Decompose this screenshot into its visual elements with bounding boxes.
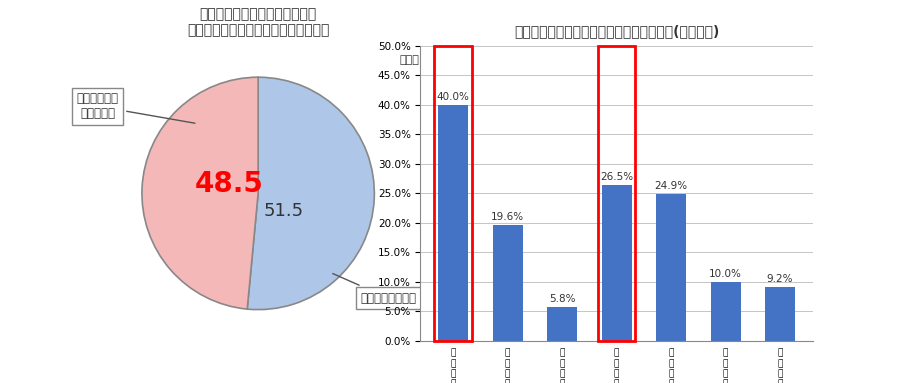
Text: 保育士職種を
希望しない: 保育士職種を 希望しない [77, 92, 195, 123]
Title: 【保育資格保有求職者における
　保育士職種の就業を希望する割合】: 【保育資格保有求職者における 保育士職種の就業を希望する割合】 [187, 7, 329, 37]
Bar [547, 307, 576, 341]
Bar [764, 286, 794, 341]
Bar [656, 194, 686, 341]
Bar [437, 105, 467, 341]
Text: 9.2%: 9.2% [766, 274, 792, 284]
Bar [492, 225, 522, 341]
Bar [601, 185, 630, 341]
Wedge shape [247, 77, 374, 309]
Bar [434, 46, 472, 341]
Bar [710, 282, 740, 341]
Wedge shape [142, 77, 258, 309]
Text: （％）: （％） [399, 55, 419, 65]
Text: 10.0%: 10.0% [708, 269, 741, 279]
Bar [597, 46, 635, 341]
Text: 24.9%: 24.9% [654, 181, 686, 191]
Text: 40.0%: 40.0% [437, 92, 469, 102]
Text: 5.8%: 5.8% [548, 294, 575, 304]
Text: 保育士職種を希望: 保育士職種を希望 [332, 273, 416, 304]
Text: 26.5%: 26.5% [599, 172, 632, 182]
Text: 48.5: 48.5 [195, 170, 263, 198]
Text: 51.5: 51.5 [263, 202, 303, 220]
Text: 19.6%: 19.6% [491, 212, 524, 222]
Title: 【保育士としての就業を希望しない理由】(複数回答): 【保育士としての就業を希望しない理由】(複数回答) [513, 24, 719, 38]
